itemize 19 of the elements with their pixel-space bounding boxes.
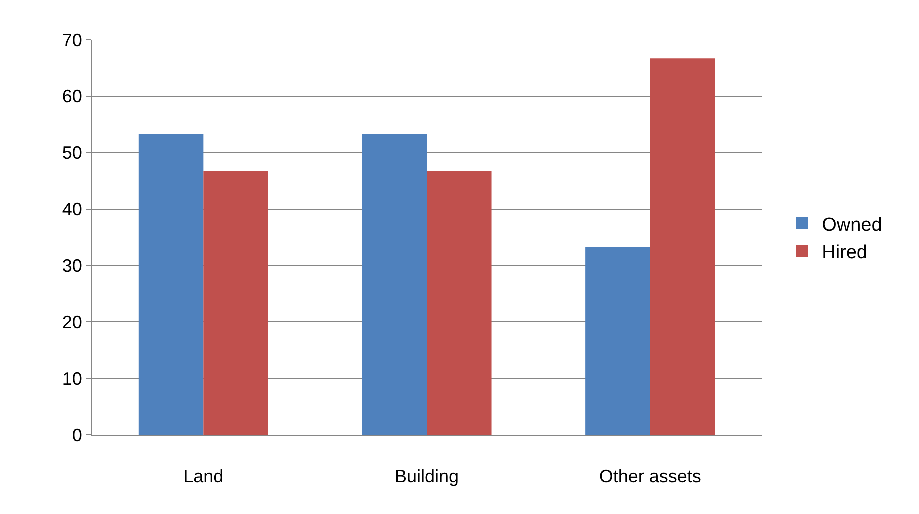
bar — [362, 134, 427, 435]
legend-label: Hired — [822, 242, 868, 264]
bar — [650, 58, 716, 435]
y-tick-label: 40 — [62, 200, 82, 220]
y-tick-label: 60 — [62, 86, 82, 107]
y-tick-label: 0 — [72, 425, 82, 446]
bar — [427, 171, 492, 435]
y-tick-label: 30 — [62, 256, 82, 276]
y-tick-label: 10 — [62, 368, 82, 389]
x-tick-label: Other assets — [599, 466, 702, 487]
y-tick-label: 20 — [62, 312, 82, 332]
y-tick-label: 50 — [62, 143, 82, 164]
y-tick-label: 70 — [62, 30, 82, 50]
legend-label: Owned — [822, 214, 882, 236]
bar — [138, 134, 204, 435]
bar — [204, 171, 268, 435]
bar — [586, 247, 650, 435]
x-tick-label: Land — [184, 466, 224, 487]
x-tick-label: Building — [394, 466, 460, 487]
